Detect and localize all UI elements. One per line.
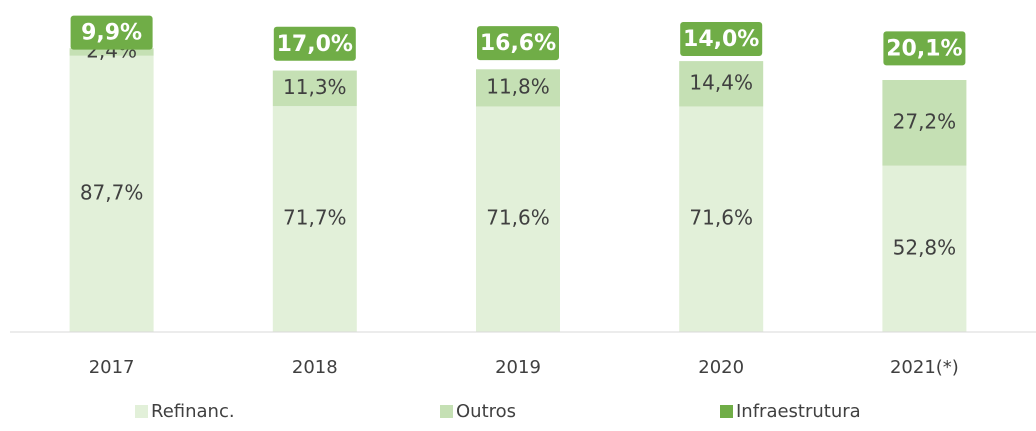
value-label: 71,6% bbox=[486, 206, 550, 230]
bar-segment bbox=[69, 48, 154, 56]
bar-segment bbox=[679, 61, 764, 107]
x-tick-label: 2019 bbox=[495, 357, 541, 378]
legend-swatch bbox=[440, 405, 453, 418]
value-label: 27,2% bbox=[893, 109, 957, 133]
bar-segment-label-box bbox=[273, 26, 356, 61]
bar-segment-label-box bbox=[477, 26, 559, 61]
x-tick-label: 2020 bbox=[698, 357, 744, 378]
value-label: 14,0% bbox=[683, 27, 759, 52]
legend-label: Infraestrutura bbox=[736, 401, 861, 422]
value-label: 87,7% bbox=[80, 180, 144, 204]
value-label: 52,8% bbox=[893, 235, 957, 259]
bar-segment bbox=[272, 106, 357, 333]
legend-swatch bbox=[135, 405, 148, 418]
value-label: 17,0% bbox=[277, 32, 353, 57]
bar-segment bbox=[882, 165, 967, 332]
value-label: 9,9% bbox=[81, 21, 142, 46]
value-label: 71,7% bbox=[283, 206, 347, 230]
value-label: 20,1% bbox=[886, 36, 962, 61]
legend-swatch bbox=[720, 405, 733, 418]
value-label: 14,4% bbox=[689, 70, 753, 94]
bar-segment bbox=[476, 69, 560, 107]
bar-segment-label-box bbox=[680, 22, 763, 57]
x-tick-label: 2021(*) bbox=[890, 357, 959, 378]
bar-segment bbox=[882, 80, 967, 166]
x-tick-label: 2018 bbox=[292, 357, 338, 378]
legend-label: Refinanc. bbox=[151, 401, 235, 422]
value-label: 71,6% bbox=[689, 206, 753, 230]
legend-label: Outros bbox=[456, 401, 516, 422]
bar-segment-label-box bbox=[883, 31, 966, 66]
value-label: 11,3% bbox=[283, 75, 347, 99]
bar-segment bbox=[69, 55, 154, 333]
x-tick-label: 2017 bbox=[89, 357, 135, 378]
bar-segment bbox=[476, 106, 560, 333]
bar-segment bbox=[679, 106, 764, 333]
bar-segment bbox=[272, 70, 357, 107]
value-label: 11,8% bbox=[486, 74, 550, 98]
value-label: 16,6% bbox=[480, 31, 556, 56]
bar-segment-label-box bbox=[70, 15, 153, 50]
